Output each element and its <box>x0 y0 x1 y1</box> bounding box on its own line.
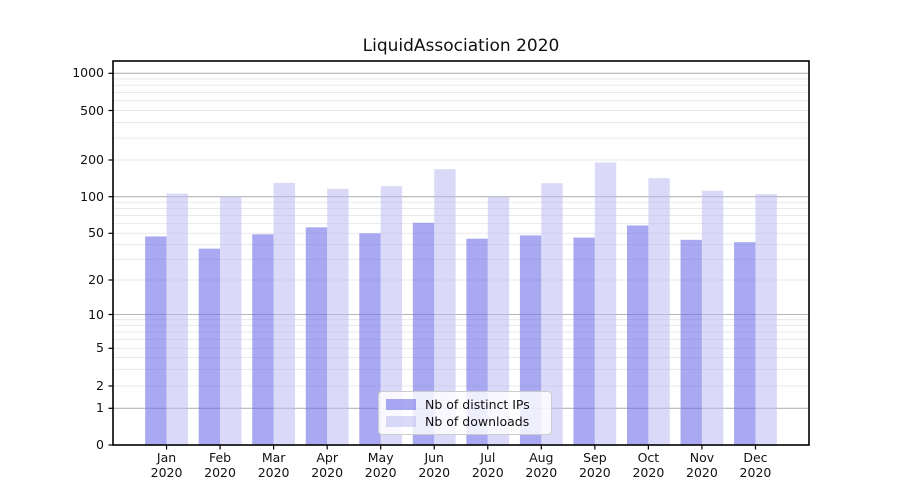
bar-downloads-jun <box>434 169 456 445</box>
x-tick-label: Apr 2020 <box>311 450 344 480</box>
y-tick-label: 500 <box>80 102 104 118</box>
legend-item-distinct-ips: Nb of distinct IPs <box>386 396 543 413</box>
bar-distinct-ips-jun <box>412 222 435 445</box>
x-tick-label: Aug 2020 <box>525 450 558 480</box>
bar-downloads-nov <box>701 190 724 445</box>
x-tick-label: Nov 2020 <box>686 450 718 480</box>
bar-downloads-mar <box>273 182 296 445</box>
legend-label-downloads: Nb of downloads <box>425 414 530 429</box>
x-tick-label: Dec 2020 <box>739 450 772 480</box>
chart-title: LiquidAssociation 2020 <box>362 36 560 56</box>
y-tick-label: 10 <box>88 306 104 322</box>
legend-item-downloads: Nb of downloads <box>386 413 543 430</box>
legend-swatch-distinct-ips <box>386 399 416 410</box>
y-tick-label: 200 <box>80 152 104 167</box>
axis-frame <box>112 60 810 446</box>
bar-downloads-sep <box>594 162 617 446</box>
bar-downloads-may <box>380 186 403 446</box>
bar-downloads-dec <box>755 194 777 445</box>
bar-distinct-ips-dec <box>734 242 756 445</box>
bar-downloads-aug <box>541 183 563 446</box>
bar-distinct-ips-nov <box>680 239 702 445</box>
x-tick-label: Oct 2020 <box>632 450 665 480</box>
y-tick-label: 50 <box>88 225 104 241</box>
y-tick-label: 1000 <box>72 65 104 81</box>
x-tick-label: Jan 2020 <box>150 450 183 480</box>
x-tick-label: Jun 2020 <box>418 450 451 480</box>
bar-distinct-ips-apr <box>305 227 328 445</box>
bar-distinct-ips-sep <box>573 237 595 445</box>
x-tick-label: Mar 2020 <box>257 450 290 480</box>
y-tick-label: 2 <box>96 378 104 393</box>
legend-label-distinct-ips: Nb of distinct IPs <box>425 397 530 412</box>
legend-swatch-downloads <box>386 416 416 427</box>
x-tick-label: Sep 2020 <box>578 450 611 480</box>
bar-downloads-oct <box>648 178 670 446</box>
x-tick-label: Feb 2020 <box>204 450 236 480</box>
x-tick-label: May 2020 <box>364 450 397 480</box>
y-tick-label: 100 <box>80 188 104 204</box>
bar-distinct-ips-may <box>359 233 381 445</box>
y-tick-label: 0 <box>96 437 104 452</box>
bar-distinct-ips-jan <box>145 236 167 445</box>
x-tick-label: Jul 2020 <box>471 450 504 480</box>
bar-downloads-jul <box>487 196 510 445</box>
y-tick-label: 1 <box>96 400 104 416</box>
bar-distinct-ips-oct <box>626 225 649 445</box>
bar-distinct-ips-feb <box>198 248 221 445</box>
bar-downloads-jan <box>166 193 188 445</box>
bar-distinct-ips-mar <box>252 234 274 445</box>
y-tick-label: 5 <box>96 340 104 356</box>
bar-downloads-apr <box>327 188 349 445</box>
bar-downloads-feb <box>220 196 242 445</box>
legend: Nb of distinct IPs Nb of downloads <box>378 391 552 435</box>
y-tick-label: 20 <box>88 272 104 287</box>
